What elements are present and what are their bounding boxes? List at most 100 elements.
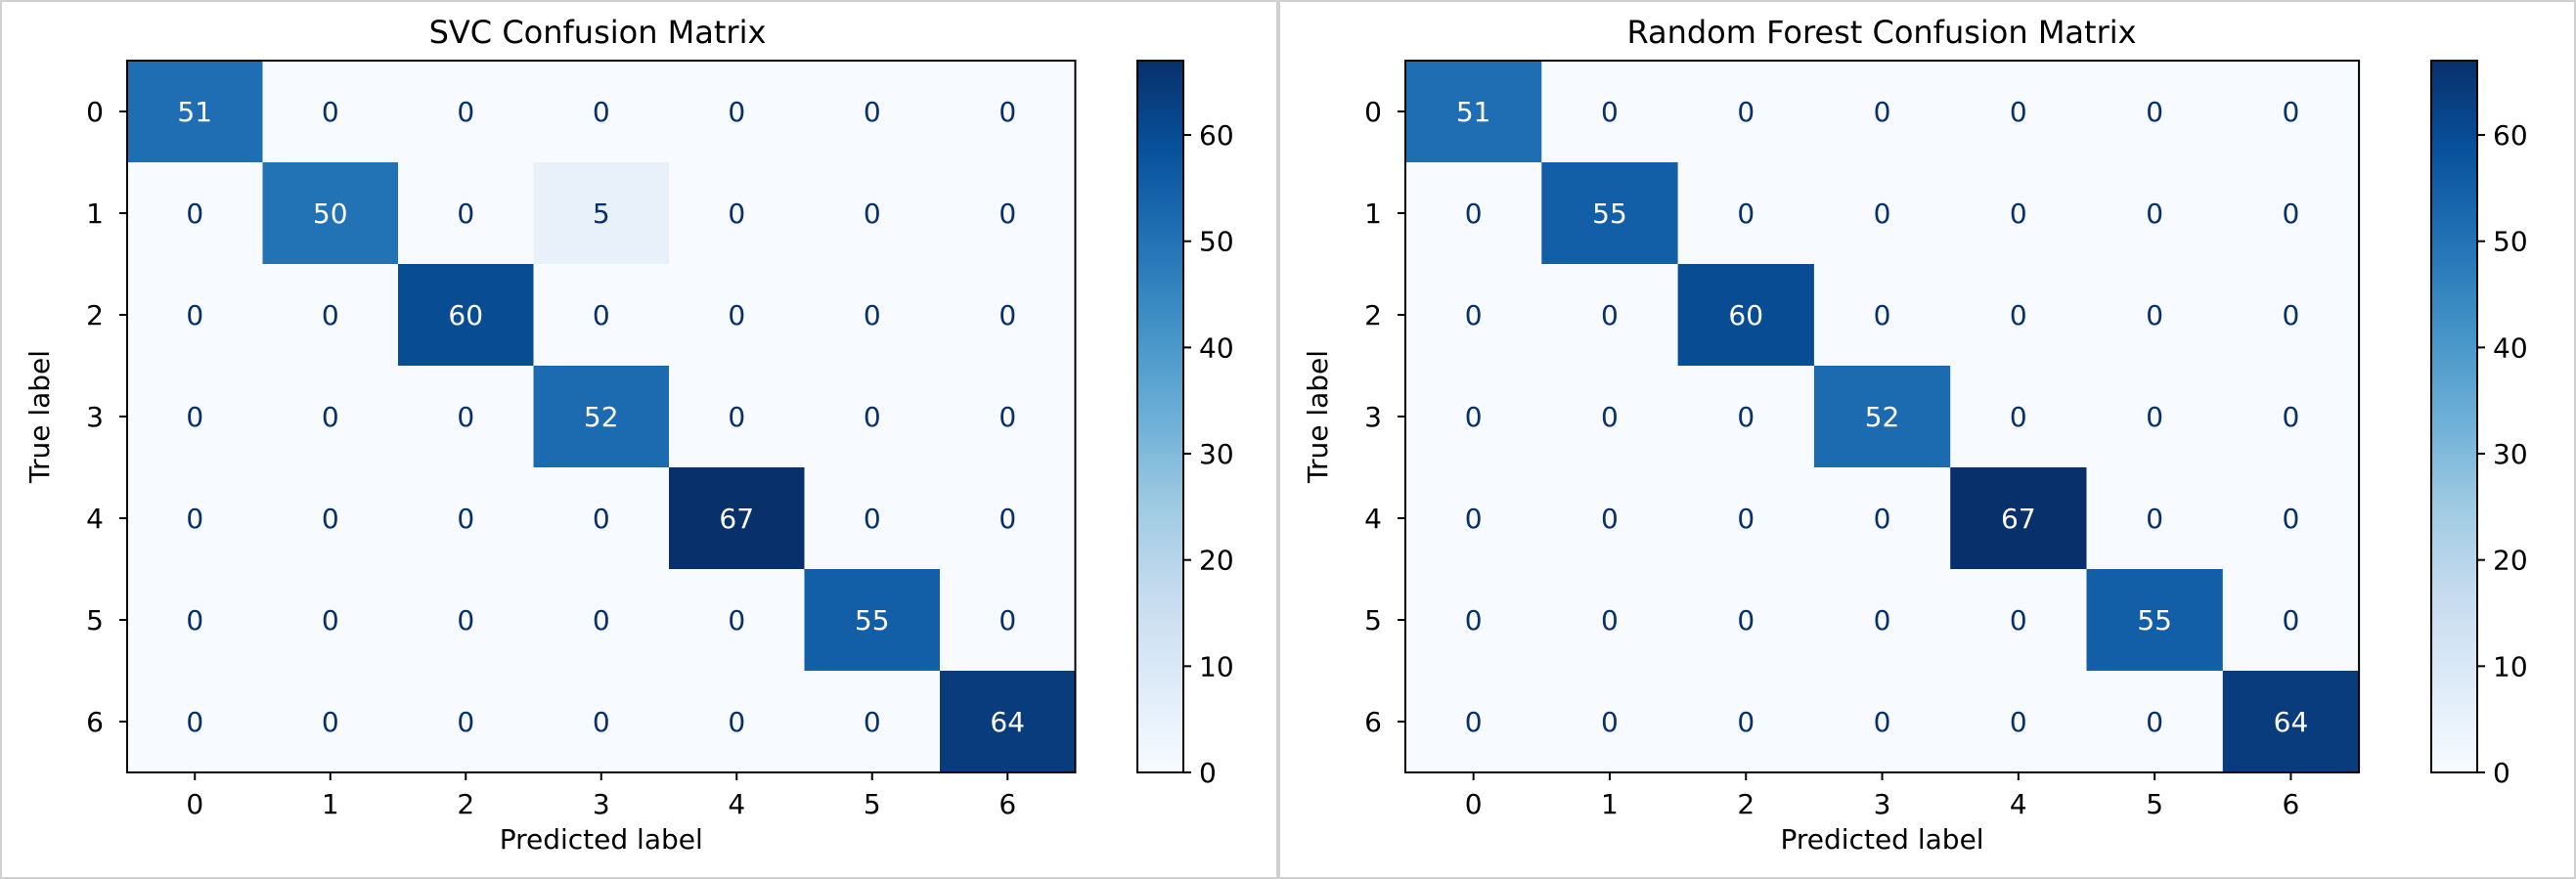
y-tick-label: 4 <box>86 503 104 535</box>
heatmap-cell <box>1405 569 1542 672</box>
cell-value-label: 0 <box>1737 198 1754 230</box>
y-axis-label: True label <box>23 350 56 484</box>
heatmap-cell <box>1677 264 1815 367</box>
heatmap-cell <box>398 569 534 672</box>
heatmap-cell <box>940 467 1076 570</box>
heatmap-cell <box>804 264 941 367</box>
cell-value-label: 55 <box>2137 604 2172 637</box>
heatmap-cell <box>127 61 263 163</box>
cell-value-label: 0 <box>593 604 610 637</box>
cell-value-label: 67 <box>719 503 754 535</box>
cell-value-label: 0 <box>999 198 1016 230</box>
y-tick-label: 0 <box>1364 96 1382 128</box>
cell-value-label: 0 <box>728 401 745 433</box>
heatmap-cell <box>1541 61 1679 163</box>
heatmap-cell <box>1813 264 1951 367</box>
heatmap-cell <box>2222 162 2360 265</box>
y-tick-label: 2 <box>1364 299 1382 331</box>
heatmap-cell <box>533 569 670 672</box>
cell-value-label: 0 <box>1874 299 1891 331</box>
x-tick-label: 6 <box>999 788 1016 820</box>
cell-value-label: 0 <box>2146 198 2163 230</box>
heatmap-cell <box>262 162 399 265</box>
cell-value-label: 0 <box>1465 706 1483 738</box>
x-axis-label: Predicted label <box>500 823 703 856</box>
y-tick-label: 2 <box>86 299 104 331</box>
heatmap-cell <box>1813 366 1951 468</box>
heatmap-cell <box>1950 366 2087 468</box>
y-tick-label: 5 <box>1364 604 1382 637</box>
heatmap-cell <box>804 366 941 468</box>
cell-value-label: 0 <box>457 401 474 433</box>
cell-value-label: 0 <box>728 96 745 128</box>
heatmap-cell <box>2222 61 2360 163</box>
cell-value-label: 0 <box>186 503 203 535</box>
heatmap-cell <box>940 671 1076 773</box>
cell-value-label: 0 <box>593 299 610 331</box>
cell-value-label: 0 <box>999 604 1016 637</box>
colorbar-tick-label: 10 <box>2493 650 2528 682</box>
cell-value-label: 0 <box>457 198 474 230</box>
heatmap-cell <box>1677 671 1815 773</box>
heatmap-cell <box>1541 569 1679 672</box>
x-tick-label: 2 <box>457 788 474 820</box>
heatmap-cell <box>804 671 941 773</box>
y-tick-label: 1 <box>86 198 104 230</box>
heatmap-cell <box>669 162 805 265</box>
cell-value-label: 0 <box>457 604 474 637</box>
x-tick-label: 1 <box>1601 788 1619 820</box>
colorbar-tick-label: 50 <box>2493 226 2528 258</box>
heatmap-cell <box>1677 366 1815 468</box>
heatmap-cell <box>2222 366 2360 468</box>
heatmap-cell <box>1541 671 1679 773</box>
cell-value-label: 0 <box>457 96 474 128</box>
heatmap-cell <box>533 162 670 265</box>
heatmap-cell <box>2086 569 2224 672</box>
cell-value-label: 51 <box>177 96 212 128</box>
cell-value-label: 0 <box>1601 96 1619 128</box>
cell-value-label: 0 <box>864 401 881 433</box>
heatmap-cell <box>1541 366 1679 468</box>
heatmap-cell <box>1950 671 2087 773</box>
heatmap-cell <box>940 61 1076 163</box>
cell-value-label: 0 <box>1874 198 1891 230</box>
colorbar-tick-label: 30 <box>1199 438 1234 470</box>
heatmap-cell <box>533 671 670 773</box>
cell-value-label: 0 <box>1874 604 1891 637</box>
cell-value-label: 0 <box>186 604 203 637</box>
cell-value-label: 0 <box>2010 401 2027 433</box>
colorbar-tick-label: 20 <box>1199 545 1234 577</box>
cell-value-label: 0 <box>2010 299 2027 331</box>
cell-value-label: 0 <box>2146 299 2163 331</box>
heatmap-cell <box>2086 162 2224 265</box>
heatmap-cell <box>1405 162 1542 265</box>
heatmap-cell <box>398 162 534 265</box>
x-tick-label: 2 <box>1737 788 1754 820</box>
heatmap-cell <box>1813 569 1951 672</box>
heatmap-cell <box>2222 569 2360 672</box>
heatmap-cell <box>1950 162 2087 265</box>
heatmap-cell <box>669 61 805 163</box>
colorbar-tick-label: 30 <box>2493 438 2528 470</box>
colorbar <box>1136 60 1184 773</box>
heatmap-cell <box>940 264 1076 367</box>
cell-value-label: 0 <box>1737 96 1754 128</box>
cell-value-label: 0 <box>1601 503 1619 535</box>
x-tick-label: 6 <box>2283 788 2300 820</box>
cell-value-label: 0 <box>593 706 610 738</box>
cell-value-label: 0 <box>2283 96 2300 128</box>
cell-value-label: 52 <box>1865 401 1900 433</box>
cell-value-label: 0 <box>322 503 339 535</box>
heatmap-cell <box>1950 61 2087 163</box>
heatmap-cell <box>804 61 941 163</box>
heatmap-cell <box>1813 162 1951 265</box>
x-tick-label: 1 <box>322 788 339 820</box>
heatmap-cell <box>2086 671 2224 773</box>
heatmap-cell <box>2222 467 2360 570</box>
cell-value-label: 0 <box>2010 706 2027 738</box>
cell-value-label: 0 <box>2283 198 2300 230</box>
cell-value-label: 0 <box>864 706 881 738</box>
cell-value-label: 0 <box>2283 401 2300 433</box>
cell-value-label: 0 <box>864 299 881 331</box>
